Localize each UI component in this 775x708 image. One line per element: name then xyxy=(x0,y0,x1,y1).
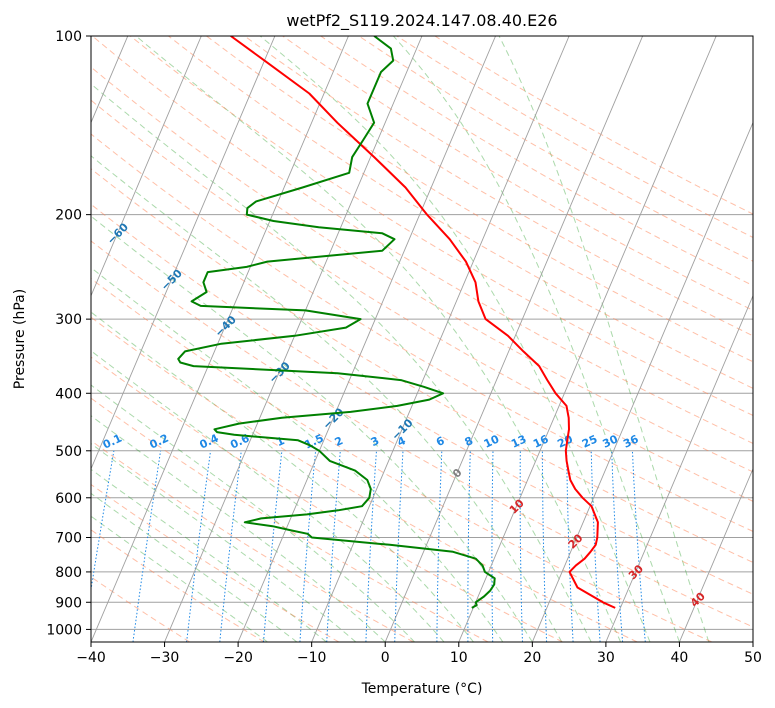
isotherm-line xyxy=(384,36,644,642)
dry-adiabat-line xyxy=(91,36,753,444)
mixing-ratio-label: 13 xyxy=(509,432,528,450)
moist-adiabat-line xyxy=(91,515,268,642)
x-tick-label: 0 xyxy=(381,650,390,666)
moist-adiabat-line xyxy=(91,155,563,642)
mixing-ratio-lines xyxy=(91,450,646,642)
y-tick-label: 900 xyxy=(55,595,82,611)
y-axis-label: Pressure (hPa) xyxy=(12,289,28,389)
dewpoint-profile-line xyxy=(177,36,496,609)
dry-adiabat-line xyxy=(91,529,265,642)
y-axis-ticks: 100 200 300 400 500 600 700 800 900 1000 xyxy=(46,29,91,638)
isotherm-line xyxy=(531,121,753,642)
mixing-ratio-line xyxy=(611,450,624,642)
mixing-ratio-line xyxy=(631,450,646,642)
moist-adiabat-line xyxy=(259,36,651,642)
dry-adiabat-line xyxy=(282,36,753,311)
moist-adiabat-line xyxy=(393,36,680,642)
x-tick-label: 10 xyxy=(450,650,468,666)
y-tick-label: 100 xyxy=(55,29,82,45)
y-tick-label: 200 xyxy=(55,208,82,224)
mixing-ratio-line xyxy=(326,450,341,642)
moist-adiabat-line xyxy=(91,311,474,642)
isotherm-line xyxy=(679,467,753,642)
mixing-ratio-line xyxy=(299,450,317,642)
y-tick-label: 800 xyxy=(55,565,82,581)
x-tick-label: 40 xyxy=(671,650,689,666)
dry-adiabat-line xyxy=(91,203,753,595)
isotherm-line xyxy=(91,36,202,297)
dry-adiabat-line xyxy=(168,36,753,389)
mixing-ratio-line xyxy=(467,450,471,642)
x-tick-label: −30 xyxy=(150,650,180,666)
mixing-ratio-label: 20 xyxy=(555,432,575,450)
isotherm-line xyxy=(91,36,349,642)
mixing-ratio-label: 30 xyxy=(601,432,621,450)
dry-adiabat-line xyxy=(129,36,753,417)
isotherm-line xyxy=(605,294,753,642)
mixing-ratio-line xyxy=(394,450,404,642)
y-tick-label: 600 xyxy=(55,491,82,507)
x-tick-label: 30 xyxy=(597,650,615,666)
mixing-ratio-label: 36 xyxy=(621,432,641,450)
x-tick-label: 20 xyxy=(523,650,541,666)
dry-adiabat-line xyxy=(244,36,753,337)
temperature-profile-line xyxy=(230,36,616,609)
sounding-series xyxy=(177,36,616,609)
y-tick-label: 1000 xyxy=(46,622,82,638)
mixing-ratio-line xyxy=(541,450,548,642)
isotherm-line xyxy=(91,36,276,471)
moist-adiabat-line xyxy=(91,492,298,642)
isotherm-line xyxy=(164,36,423,642)
pressure-gridlines xyxy=(91,36,753,630)
dry-adiabat-line xyxy=(91,240,753,628)
dry-adiabat-line xyxy=(91,316,638,642)
dry-adiabat-line xyxy=(91,277,713,642)
plot-frame xyxy=(90,35,754,643)
plot-area: −100−90−80−70−60−50−40−30−20−10010203040… xyxy=(91,36,753,642)
chart-title: wetPf2_S119.2024.147.08.40.E26 xyxy=(286,11,557,31)
moist-adiabat-line xyxy=(91,468,327,642)
moist-adiabat-line xyxy=(91,215,533,642)
moist-adiabats xyxy=(91,36,710,642)
mixing-ratio-label: 16 xyxy=(531,432,551,450)
y-tick-label: 400 xyxy=(55,386,82,402)
mixing-ratio-line xyxy=(590,450,601,642)
dry-adiabat-line xyxy=(91,133,753,532)
y-tick-label: 300 xyxy=(55,312,82,328)
moist-adiabat-line xyxy=(91,384,415,642)
isotherm-line xyxy=(237,36,496,642)
mixing-ratio-line xyxy=(519,450,523,642)
moist-adiabat-line xyxy=(91,415,386,642)
moist-adiabat-line xyxy=(135,36,622,642)
y-tick-label: 500 xyxy=(55,444,82,460)
mixing-ratio-line xyxy=(365,450,377,642)
isotherm-line xyxy=(458,36,717,642)
x-axis-label: Temperature (°C) xyxy=(361,681,483,697)
moist-adiabat-line xyxy=(91,350,445,642)
dry-adiabat-line xyxy=(91,168,753,563)
x-tick-label: −40 xyxy=(76,650,106,666)
mixing-ratio-line xyxy=(436,450,443,642)
x-tick-label: 50 xyxy=(744,650,762,666)
y-tick-label: 700 xyxy=(55,531,82,547)
mixing-ratio-label: 25 xyxy=(580,432,599,450)
x-tick-label: −20 xyxy=(223,650,253,666)
mixing-ratio-label: 10 xyxy=(482,432,502,450)
x-axis-ticks: −40 −30 −20 −10 0 10 20 30 40 50 xyxy=(76,642,762,666)
mixing-ratio-line xyxy=(566,450,574,642)
dry-adiabat-line xyxy=(91,99,753,502)
x-tick-label: −10 xyxy=(297,650,327,666)
